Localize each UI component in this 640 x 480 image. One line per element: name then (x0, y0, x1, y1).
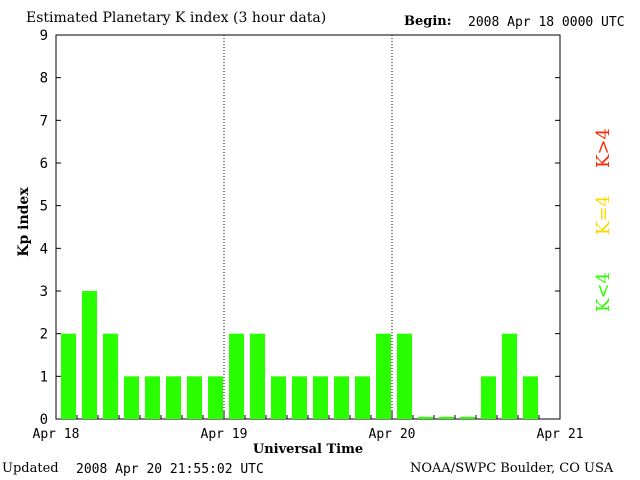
kp-bar (355, 376, 370, 419)
y-tick-label: 6 (40, 156, 48, 172)
begin-label: Begin: (404, 14, 452, 29)
y-tick-label: 9 (40, 28, 48, 44)
kp-bar (376, 333, 391, 419)
legend-item: K<4 (593, 272, 614, 312)
y-tick-label: 7 (40, 113, 48, 129)
updated-value: 2008 Apr 20 21:55:02 UTC (76, 462, 264, 477)
kp-bar (523, 376, 538, 419)
y-tick-label: 1 (40, 369, 48, 385)
y-tick-label: 2 (40, 327, 48, 343)
kp-bar (460, 416, 475, 419)
kp-bar (82, 291, 97, 419)
y-tick-label: 3 (40, 284, 48, 300)
y-tick-label: 4 (40, 241, 48, 257)
x-axis-label: Universal Time (253, 442, 363, 457)
kp-bar (208, 376, 223, 419)
y-tick-label: 8 (40, 71, 48, 87)
kp-bar (439, 416, 454, 419)
kp-bar (418, 416, 433, 419)
plot-frame (55, 34, 561, 420)
kp-bar (292, 376, 307, 419)
y-tick-label: 0 (40, 412, 48, 428)
kp-bar (271, 376, 286, 419)
kp-bar (103, 333, 118, 419)
kp-bar (187, 376, 202, 419)
kp-bar (481, 376, 496, 419)
kp-bar (502, 333, 517, 419)
chart-title: Estimated Planetary K index (3 hour data… (26, 10, 327, 26)
x-day-label: Apr 21 (537, 427, 584, 442)
begin-value: 2008 Apr 18 0000 UTC (468, 15, 625, 30)
kp-bar (229, 333, 244, 419)
kp-bar (334, 376, 349, 419)
kp-bar (124, 376, 139, 419)
updated-label: Updated (2, 461, 59, 476)
x-day-label: Apr 20 (369, 427, 416, 442)
kp-bar (145, 376, 160, 419)
kp-bar (250, 333, 265, 419)
kp-bar (61, 333, 76, 419)
kp-bar (397, 333, 412, 419)
legend-item: K>4 (593, 128, 614, 168)
kp-bar (313, 376, 328, 419)
legend-item: K=4 (593, 195, 614, 235)
x-day-label: Apr 19 (201, 427, 248, 442)
kp-bar (166, 376, 181, 419)
y-tick-label: 5 (40, 199, 48, 215)
organization-label: NOAA/SWPC Boulder, CO USA (410, 461, 614, 476)
x-day-label: Apr 18 (33, 427, 80, 442)
y-axis-label: Kp index (16, 187, 32, 257)
